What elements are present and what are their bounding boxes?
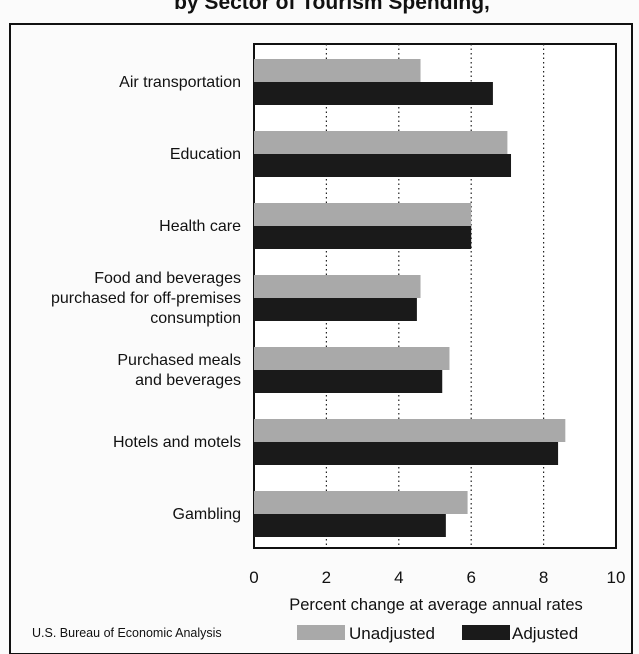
x-tick-label-1: 2 [322, 568, 331, 587]
category-label-6-line-0: Gambling [173, 506, 241, 523]
chart-title: by Sector of Tourism Spending, [174, 0, 490, 14]
x-tick-label-0: 0 [249, 568, 258, 587]
x-axis-title: Percent change at average annual rates [289, 596, 583, 614]
source-note: U.S. Bureau of Economic Analysis [32, 626, 222, 640]
bar-series-group [254, 59, 566, 537]
x-tick-label-3: 6 [466, 568, 475, 587]
category-label-3-line-2: consumption [150, 310, 241, 327]
bar-adjusted-6 [254, 514, 446, 537]
bar-adjusted-1 [254, 154, 512, 177]
bar-unadjusted-4 [254, 347, 450, 370]
category-label-2-line-0: Health care [159, 218, 241, 235]
outer-frame [9, 23, 633, 654]
category-label-3-line-1: purchased for off-premises [51, 290, 241, 307]
bar-unadjusted-1 [254, 131, 508, 154]
bar-unadjusted-0 [254, 59, 421, 82]
category-labels: Air transportation Education Health care Fo… [51, 74, 241, 523]
x-tick-labels: 0 2 4 6 8 10 [249, 568, 625, 587]
bar-adjusted-5 [254, 442, 559, 465]
category-label-5-line-0: Hotels and motels [113, 434, 241, 451]
legend-label-unadjusted: Unadjusted [349, 624, 435, 643]
bar-adjusted-3 [254, 298, 417, 321]
legend-swatch-adjusted [462, 625, 510, 640]
category-label-1-line-0: Education [170, 146, 241, 163]
category-label-3-line-0: Food and beverages [94, 270, 241, 287]
bar-unadjusted-6 [254, 491, 468, 514]
bar-adjusted-0 [254, 82, 493, 105]
legend: Unadjusted Adjusted [297, 624, 578, 643]
legend-swatch-unadjusted [297, 625, 345, 640]
category-label-4-line-1: and beverages [135, 372, 241, 389]
x-tick-label-2: 4 [394, 568, 403, 587]
bar-adjusted-2 [254, 226, 472, 249]
bar-adjusted-4 [254, 370, 443, 393]
x-tick-label-4: 8 [539, 568, 548, 587]
legend-label-adjusted: Adjusted [512, 624, 578, 643]
bar-unadjusted-5 [254, 419, 566, 442]
category-label-0-line-0: Air transportation [119, 74, 241, 91]
bar-unadjusted-3 [254, 275, 421, 298]
x-tick-label-5: 10 [607, 568, 626, 587]
bar-unadjusted-2 [254, 203, 472, 226]
category-label-4-line-0: Purchased meals [117, 352, 241, 369]
